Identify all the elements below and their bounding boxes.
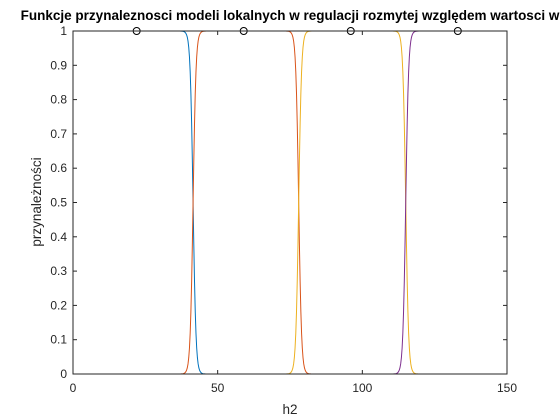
series-layer [87,30,507,375]
x-tick-label: 150 [497,381,517,395]
x-tick-label: 100 [352,381,372,395]
y-tick-label: 0.8 [50,93,67,107]
chart-title: Funkcje przynaleznosci modeli lokalnych … [21,8,560,23]
y-axis-ticks: 0 0.1 0.2 0.3 0.4 0.5 0.6 0.7 0.8 0.9 1 [50,24,507,381]
x-axis-label: h2 [282,402,297,417]
y-tick-label: 0.7 [50,127,67,141]
y-tick-label: 0.3 [50,264,67,278]
plot-area [72,27,508,375]
series-line-3 [87,30,507,375]
x-axis-ticks: 0 50 100 150 [70,31,517,395]
y-tick-label: 0 [60,367,67,381]
x-tick-label: 50 [211,381,225,395]
y-tick-label: 0.6 [50,161,67,175]
y-tick-label: 0.1 [50,333,67,347]
y-tick-label: 0.5 [50,196,67,210]
y-axis-label: przynależności [29,157,44,246]
series-line-2 [87,30,507,375]
y-tick-label: 1 [60,24,67,38]
axes-box [72,30,508,375]
series-line-4 [87,30,507,375]
series-line-1 [87,30,507,375]
y-tick-label: 0.4 [50,230,67,244]
y-tick-label: 0.2 [50,298,67,312]
y-tick-label: 0.9 [50,58,67,72]
x-tick-label: 0 [70,381,77,395]
